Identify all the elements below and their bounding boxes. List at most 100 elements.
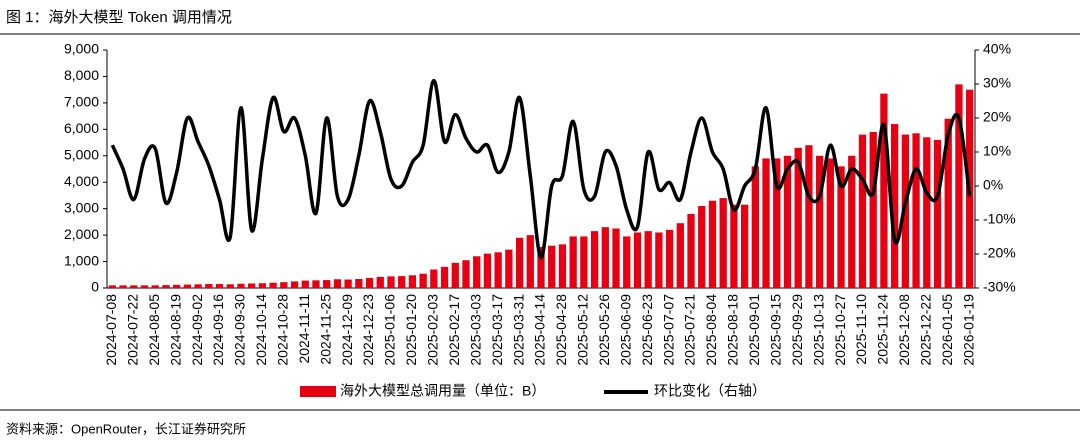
y-tick-label: 9,000 — [64, 41, 99, 57]
bar — [408, 275, 417, 288]
x-tick-label: 2026-01-19 — [960, 294, 976, 366]
bar — [483, 253, 492, 288]
x-tick-label: 2025-09-01 — [746, 294, 762, 366]
bar — [440, 266, 449, 288]
bar — [901, 134, 909, 288]
bar — [858, 134, 867, 288]
bar — [194, 284, 202, 288]
bar — [719, 198, 727, 288]
bar — [515, 237, 524, 288]
x-tick-label: 2024-09-30 — [232, 294, 248, 366]
bar — [344, 279, 352, 288]
bar — [623, 236, 631, 288]
x-tick-label: 2025-11-10 — [853, 294, 869, 365]
bar — [258, 283, 267, 288]
x-tick-label: 2025-09-15 — [767, 294, 783, 366]
bar — [580, 236, 588, 288]
bar — [505, 249, 513, 288]
y-tick-label: 2,000 — [64, 226, 99, 242]
bar — [548, 245, 556, 288]
x-tick-label: 2024-10-28 — [275, 294, 291, 366]
x-tick-label: 2025-03-31 — [510, 294, 526, 366]
bar — [848, 155, 856, 288]
bar — [783, 155, 792, 288]
x-tick-label: 2024-08-05 — [146, 294, 162, 366]
bar — [880, 93, 888, 288]
bar — [923, 137, 931, 288]
y-tick-label: 6,000 — [64, 120, 99, 136]
x-tick-label: 2025-10-13 — [810, 294, 826, 366]
bar — [162, 285, 170, 288]
x-tick-label: 2025-11-24 — [875, 294, 891, 365]
x-tick-label: 2025-08-04 — [703, 294, 719, 366]
bar — [612, 228, 620, 288]
bar — [419, 273, 427, 288]
bar — [665, 229, 674, 288]
bar — [890, 124, 899, 289]
bar — [108, 285, 117, 288]
bar — [815, 155, 824, 288]
bar — [912, 133, 920, 288]
bar — [151, 285, 159, 288]
bar — [633, 232, 642, 288]
bar — [676, 223, 684, 288]
y2-tick-label: 20% — [983, 109, 1011, 125]
bar — [376, 276, 384, 288]
legend-label: 海外大模型总调用量（单位：B） — [340, 383, 545, 399]
bar — [312, 280, 320, 288]
x-tick-label: 2024-09-02 — [189, 294, 205, 366]
line — [110, 78, 972, 260]
bar — [558, 244, 567, 288]
bar — [269, 282, 277, 288]
x-tick-label: 2024-07-08 — [103, 294, 119, 366]
x-tick-label: 2025-09-29 — [789, 294, 805, 366]
bar — [333, 279, 342, 288]
bar — [140, 285, 149, 288]
x-tick-label: 2025-08-18 — [725, 294, 741, 366]
bar — [794, 147, 802, 288]
bar — [226, 284, 234, 288]
x-tick-label: 2025-04-28 — [553, 294, 569, 366]
x-tick-label: 2025-01-20 — [403, 294, 419, 366]
y-tick-label: 0 — [91, 279, 99, 295]
y2-tick-label: 40% — [983, 41, 1011, 57]
bar — [537, 247, 545, 288]
bar — [215, 284, 224, 288]
bar — [237, 283, 245, 288]
bar — [805, 145, 813, 288]
source: 资料来源：OpenRouter，长江证券研究所 — [6, 421, 246, 436]
bar — [280, 282, 288, 288]
x-tick-label: 2024-11-11 — [296, 294, 312, 364]
bar — [473, 256, 481, 288]
bar — [494, 252, 502, 288]
legend-label: 环比变化（右轴） — [654, 383, 766, 399]
y2-tick-label: 0% — [983, 177, 1003, 193]
y2-tick-label: -20% — [983, 245, 1016, 261]
x-tick-label: 2025-07-07 — [660, 294, 676, 366]
y-tick-label: 7,000 — [64, 94, 99, 110]
x-tick-label: 2024-12-23 — [360, 294, 376, 366]
y-tick-label: 5,000 — [64, 146, 99, 162]
x-tick-label: 2025-12-22 — [917, 294, 933, 366]
bar — [730, 204, 738, 288]
bar — [687, 213, 695, 288]
x-tick-label: 2026-01-05 — [939, 294, 955, 366]
x-tick-label: 2025-12-08 — [896, 294, 912, 366]
chart-title: 图 1：海外大模型 Token 调用情况 — [6, 9, 232, 26]
y-tick-label: 1,000 — [64, 252, 99, 268]
bar — [365, 277, 374, 288]
x-tick-label: 2025-05-26 — [596, 294, 612, 366]
legend-swatch — [300, 386, 336, 397]
bar — [130, 285, 138, 288]
x-tick-label: 2024-11-25 — [317, 294, 333, 365]
x-tick-label: 2024-09-16 — [210, 294, 226, 366]
x-tick-label: 2025-05-12 — [575, 294, 591, 366]
bar — [762, 158, 770, 288]
x-tick-label: 2025-03-17 — [489, 294, 505, 366]
bar — [398, 276, 406, 288]
x-tick-label: 2025-01-06 — [382, 294, 398, 366]
y2-tick-label: 10% — [983, 143, 1011, 159]
bar — [119, 285, 127, 288]
y-tick-label: 4,000 — [64, 173, 99, 189]
